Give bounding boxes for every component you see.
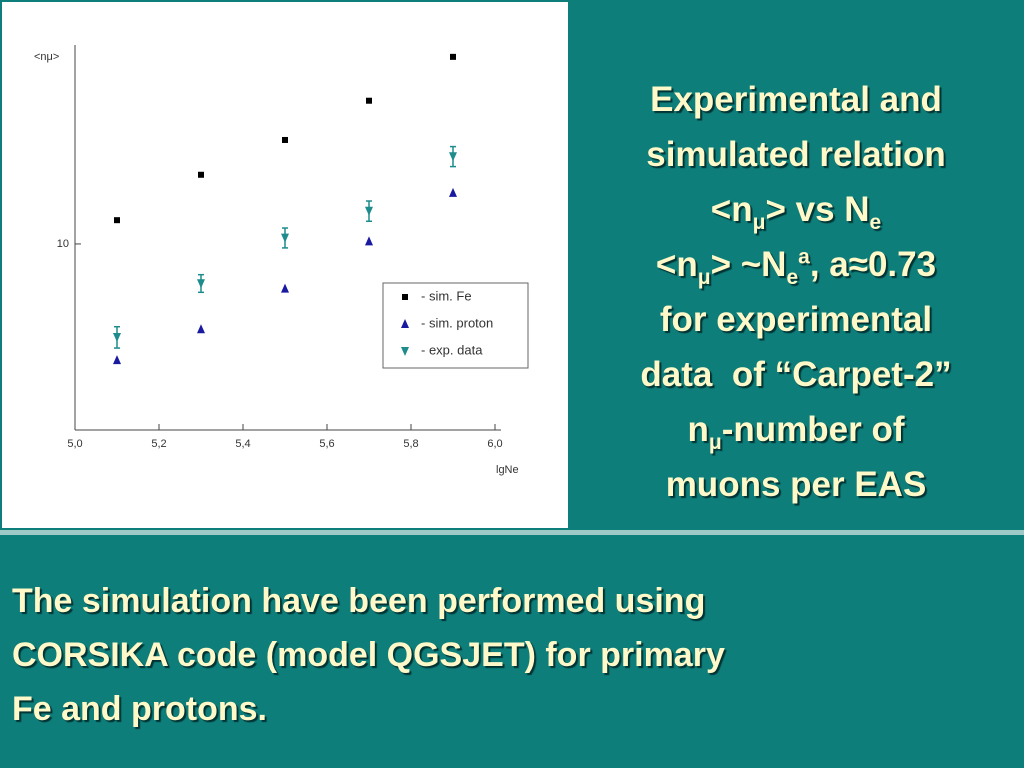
legend-marker	[401, 319, 409, 328]
marker	[449, 187, 457, 197]
marker	[365, 236, 373, 246]
legend-label: - sim. Fe	[421, 288, 472, 303]
subscript: μ	[697, 266, 711, 289]
bottom-line: CORSIKA code (model QGSJET) for primary	[12, 636, 725, 674]
chart: 10 5,0 5,2 5,4 5,6 5,8 6,0 <nμ> lgNe - sim. Fe - s…	[2, 2, 568, 528]
text-run: data of “Carpet-2”	[640, 355, 952, 394]
bottom-line: The simulation have been performed using	[12, 582, 706, 620]
side-line: nμ-number of	[572, 410, 1020, 455]
text-run: muons per EAS	[665, 465, 927, 504]
side-line: simulated relation	[572, 135, 1020, 175]
text-run: <n	[710, 190, 753, 229]
x-tick-label: 5,2	[151, 438, 166, 450]
text-run: for experimental	[659, 300, 933, 339]
marker	[113, 332, 121, 342]
x-tick-label: 5,6	[319, 438, 334, 450]
marker	[197, 279, 205, 289]
text-run: simulated relation	[646, 135, 946, 174]
marker	[113, 355, 121, 365]
legend-label: - exp. data	[421, 342, 483, 357]
text-run: -number of	[721, 410, 905, 449]
side-line: <nμ> ~Nea, a≈0.73	[572, 245, 1020, 290]
side-line: data of “Carpet-2”	[572, 355, 1020, 395]
marker	[449, 152, 457, 162]
text-run: > vs N	[765, 190, 870, 229]
x-axis-label: lgNe	[496, 464, 519, 476]
side-line: muons per EAS	[572, 465, 1020, 505]
marker	[114, 217, 120, 224]
subscript: e	[869, 211, 882, 234]
marker	[281, 283, 289, 293]
text-run: > ~N	[710, 245, 787, 284]
marker	[198, 171, 204, 178]
side-line: <nμ> vs Ne	[572, 190, 1020, 235]
subscript: μ	[708, 431, 722, 454]
marker	[365, 206, 373, 216]
text-run: <n	[655, 245, 698, 284]
text-run: , a≈0.73	[809, 245, 937, 284]
bottom-line: Fe and protons.	[12, 690, 267, 728]
marker	[282, 136, 288, 143]
marker	[450, 53, 456, 60]
separator	[0, 530, 1024, 535]
x-tick-label: 6,0	[487, 438, 502, 450]
subscript: μ	[752, 211, 766, 234]
y-tick-label: 10	[57, 238, 69, 250]
legend-marker	[401, 347, 409, 356]
marker	[197, 324, 205, 334]
marker	[366, 97, 372, 104]
text-run: n	[687, 410, 709, 449]
x-tick-label: 5,4	[235, 438, 250, 450]
superscript: a	[798, 245, 810, 269]
legend-marker	[402, 294, 408, 300]
side-line: Experimental and	[572, 80, 1020, 120]
legend-label: - sim. proton	[421, 315, 493, 330]
subscript: e	[786, 266, 799, 289]
side-line: for experimental	[572, 300, 1020, 340]
x-tick-label: 5,8	[403, 438, 418, 450]
text-run: Experimental and	[650, 80, 942, 119]
marker	[281, 233, 289, 243]
y-axis-label: <nμ>	[34, 51, 59, 63]
x-tick-label: 5,0	[67, 438, 82, 450]
